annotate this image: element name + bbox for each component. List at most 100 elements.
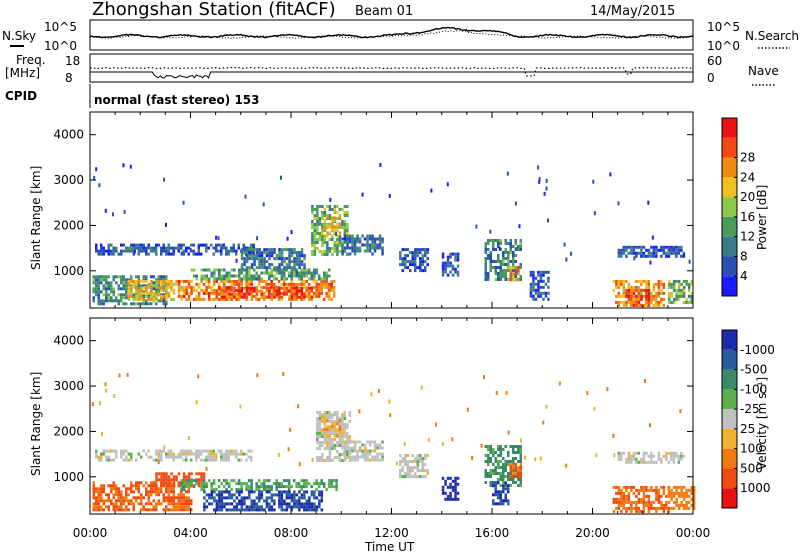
heatmap-cell-5 — [328, 453, 332, 456]
heatmap-cell-0 — [172, 490, 175, 494]
heatmap-cell-14 — [670, 497, 673, 501]
heatmap-cell-12 — [499, 490, 502, 494]
heatmap-cell-0 — [105, 284, 108, 288]
heatmap-cell-1 — [102, 249, 105, 253]
heatmap-cell-11 — [449, 252, 452, 256]
heatmap-cell-11 — [456, 258, 460, 262]
heatmap-cell-3 — [282, 279, 286, 283]
heatmap-cell-1 — [107, 449, 110, 453]
heatmap-cell-3 — [305, 291, 308, 295]
heatmap-cell-5 — [253, 268, 256, 272]
heatmap-cell-7 — [368, 452, 372, 456]
heatmap-cell-6 — [280, 251, 284, 255]
heatmap-cell-0 — [125, 505, 128, 509]
heatmap-cell-9 — [348, 252, 352, 256]
heatmap-cell-4 — [315, 496, 319, 500]
heatmap-cell-10 — [401, 260, 404, 264]
heatmap-cell-1 — [130, 249, 133, 253]
heatmap-cell-17 — [667, 282, 671, 286]
scatter-echo — [126, 373, 129, 377]
heatmap-cell-0 — [177, 499, 180, 503]
heatmap-cell-0 — [105, 499, 108, 503]
heatmap-cell-5 — [298, 274, 301, 278]
heatmap-cell-0 — [180, 499, 183, 503]
heatmap-cell-0 — [95, 284, 98, 288]
heatmap-cell-15 — [660, 291, 663, 295]
heatmap-cell-3 — [182, 288, 186, 292]
heatmap-cell-6 — [323, 413, 327, 417]
heatmap-cell-6 — [331, 416, 334, 420]
heatmap-cell-0 — [92, 496, 95, 500]
heatmap-cell-14 — [532, 285, 535, 289]
heatmap-cell-3 — [237, 479, 241, 483]
heatmap-cell-6 — [283, 260, 286, 264]
scatter-echo — [262, 202, 265, 207]
heatmap-cell-9 — [381, 240, 384, 244]
heatmap-cell-13 — [509, 272, 513, 276]
heatmap-cell-4 — [253, 508, 256, 512]
heatmap-cell-18 — [620, 248, 623, 252]
heatmap-cell-9 — [376, 243, 379, 247]
heatmap-cell-1 — [220, 246, 223, 250]
heatmap-cell-10 — [487, 448, 490, 451]
heatmap-cell-7 — [351, 440, 354, 444]
heatmap-cell-2 — [187, 472, 191, 476]
heatmap-cell-14 — [542, 279, 545, 283]
heatmap-cell-3 — [212, 288, 216, 292]
heatmap-cell-12 — [497, 239, 500, 242]
heatmap-cell-1 — [155, 249, 158, 253]
heatmap-cell-0 — [142, 508, 145, 512]
heatmap-cell-4 — [215, 508, 219, 512]
heatmap-cell-6 — [290, 254, 294, 258]
heatmap-cell-1 — [212, 455, 215, 459]
heatmap-cell-9 — [378, 240, 382, 244]
heatmap-cell-10 — [484, 445, 487, 448]
heatmap-cell-13 — [657, 497, 661, 501]
heatmap-cell-13 — [660, 506, 663, 510]
heatmap-cell-10 — [487, 460, 490, 463]
heatmap-cell-7 — [353, 440, 357, 444]
heatmap-cell-0 — [112, 275, 115, 279]
heatmap-cell-12 — [507, 502, 510, 506]
heatmap-cell-6 — [321, 413, 324, 417]
noise-tick-top-left: 10^5 — [44, 20, 77, 34]
heatmap-cell-13 — [652, 500, 656, 504]
heatmap-cell-1 — [172, 252, 175, 256]
heatmap-cell-1 — [220, 455, 223, 459]
heatmap-cell-1 — [142, 246, 145, 250]
heatmap-cell-0 — [95, 293, 98, 297]
heatmap-cell-14 — [547, 279, 550, 283]
heatmap-cell-4 — [320, 508, 324, 512]
heatmap-cell-17 — [682, 294, 686, 298]
heatmap-cell-7 — [358, 440, 362, 444]
heatmap-cell-2 — [142, 291, 146, 295]
heatmap-cell-1 — [192, 249, 195, 253]
heatmap-cell-0 — [152, 487, 155, 491]
heatmap-cell-18 — [657, 248, 661, 252]
heatmap-cell-12 — [509, 275, 512, 278]
heatmap-cell-2 — [150, 288, 153, 292]
scatter-echo — [483, 375, 485, 380]
heatmap-cell-14 — [672, 500, 676, 504]
heatmap-cell-17 — [677, 297, 681, 301]
heatmap-cell-3 — [287, 485, 291, 489]
heatmap-cell-13 — [635, 488, 638, 492]
heatmap-cell-0 — [122, 281, 125, 285]
heatmap-cell-7 — [343, 446, 347, 450]
heatmap-cell-4 — [265, 499, 269, 503]
heatmap-cell-11 — [514, 472, 518, 476]
heatmap-cell-4 — [248, 508, 251, 512]
heatmap-cell-9 — [454, 482, 457, 486]
heatmap-cell-2 — [142, 285, 146, 289]
heatmap-cell-9 — [376, 246, 379, 250]
heatmap-cell-1 — [222, 455, 225, 459]
heatmap-cell-6 — [283, 266, 286, 270]
heatmap-cell-8 — [338, 216, 342, 220]
heatmap-cell-7 — [338, 235, 342, 238]
heatmap-cell-4 — [243, 292, 246, 296]
heatmap-cell-16 — [642, 303, 646, 307]
heatmap-cell-0 — [130, 302, 133, 306]
heatmap-cell-15 — [637, 279, 641, 283]
heatmap-cell-5 — [315, 268, 318, 272]
scatter-echo — [565, 257, 568, 262]
